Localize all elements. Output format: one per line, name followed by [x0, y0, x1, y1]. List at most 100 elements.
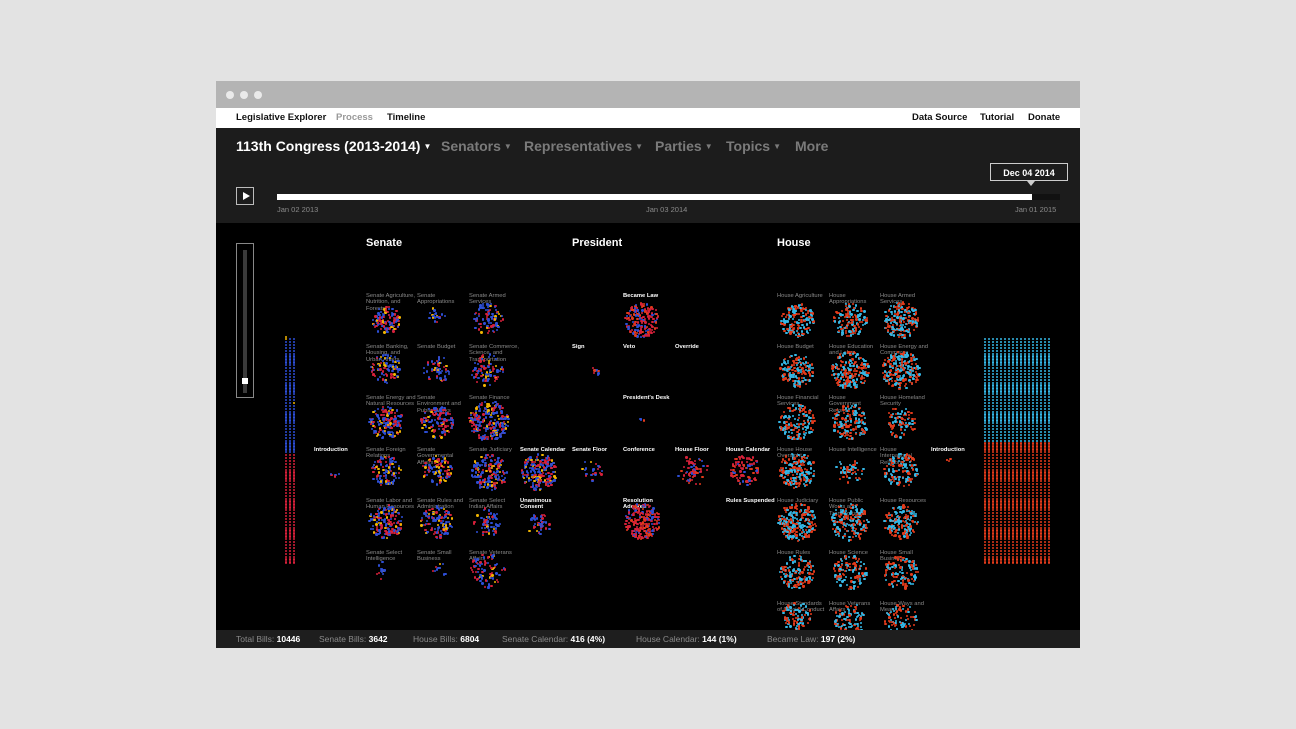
representatives-dropdown[interactable]: Representatives ▼ — [524, 138, 644, 154]
bill-dot — [640, 305, 643, 309]
bill-dot — [752, 471, 755, 475]
bill-dot — [495, 357, 498, 361]
nav-process[interactable]: Process — [336, 112, 373, 123]
bill-dot — [591, 479, 594, 482]
stage-label[interactable]: Senate Small Business — [417, 550, 452, 563]
bill-dot — [783, 410, 786, 414]
stage-label[interactable]: President's Desk — [623, 395, 670, 401]
nav-donate[interactable]: Donate — [1028, 112, 1061, 123]
stage-label[interactable]: House Rules — [777, 550, 811, 556]
window-close-dot[interactable] — [226, 91, 234, 99]
bill-dot — [911, 477, 914, 481]
zoom-slider[interactable] — [236, 243, 254, 398]
stage-label[interactable]: Senate Banking, Housing, and Urban Affai… — [366, 344, 409, 363]
stage-label[interactable]: House Small Business — [880, 550, 913, 563]
stage-label[interactable]: House Homeland Security — [880, 395, 925, 408]
stage-label[interactable]: House Intelligence — [829, 447, 877, 453]
stage-label[interactable]: House Resources — [880, 498, 927, 504]
bill-dot — [380, 511, 383, 514]
zoom-handle[interactable] — [242, 378, 248, 384]
bill-dot — [839, 471, 842, 474]
bill-dot — [487, 303, 490, 307]
stage-label[interactable]: Senate Energy and Natural Resources — [366, 395, 416, 408]
bill-dot — [386, 422, 389, 425]
window-maximize-dot[interactable] — [254, 91, 262, 99]
stage-label[interactable]: Senate Calendar — [520, 447, 566, 453]
stage-label[interactable]: Introduction — [931, 447, 965, 453]
stage-label[interactable]: Senate Judiciary — [469, 447, 512, 453]
stage-label[interactable]: Senate Armed Services — [469, 293, 506, 306]
topics-dropdown[interactable]: Topics ▼ — [726, 138, 781, 154]
bill-dot — [422, 367, 425, 370]
stage-label[interactable]: Senate Agriculture, Nutrition, and Fores… — [366, 293, 415, 312]
bill-dot — [492, 412, 495, 415]
bill-dot — [857, 534, 861, 537]
stage-label[interactable]: Conference — [623, 447, 655, 453]
bill-dot — [653, 522, 656, 526]
stage-label[interactable]: House Ways and Means — [880, 601, 924, 614]
timeline-slider[interactable] — [277, 194, 1060, 200]
stage-label[interactable]: Senate Select Intelligence — [366, 550, 403, 563]
bill-dot — [856, 323, 859, 326]
bill-dot — [505, 427, 508, 430]
bill-dot — [807, 479, 811, 482]
stage-label[interactable]: Rules Suspended — [726, 498, 775, 504]
stage-label[interactable]: House Judiciary — [777, 498, 819, 504]
bill-dot — [474, 471, 478, 474]
nav-tutorial[interactable]: Tutorial — [980, 112, 1015, 123]
stage-label[interactable]: House Budget — [777, 344, 814, 350]
bill-dot — [901, 466, 904, 470]
stage-label[interactable]: Unanimous Consent — [520, 498, 552, 511]
stage-label[interactable]: Became Law — [623, 293, 659, 299]
stage-label[interactable]: House Public Works and Transportation — [829, 498, 867, 517]
stage-label[interactable]: House Financial Services — [777, 395, 819, 408]
window-minimize-dot[interactable] — [240, 91, 248, 99]
bill-dot — [441, 313, 444, 316]
stage-label[interactable]: Senate Appropriations — [417, 293, 455, 306]
more-menu[interactable]: More — [795, 138, 829, 154]
stage-label[interactable]: House Education and Labor — [829, 344, 874, 357]
bill-dot — [389, 356, 392, 359]
bill-dot — [491, 314, 495, 318]
stage-label[interactable]: Introduction — [314, 447, 348, 453]
stage-label[interactable]: Senate Foreign Relations — [366, 447, 406, 460]
parties-dropdown[interactable]: Parties ▼ — [655, 138, 713, 154]
bill-dot — [384, 426, 387, 429]
bill-dot — [484, 377, 488, 380]
stage-label[interactable]: House House Oversight — [777, 447, 813, 460]
bill-dot — [793, 320, 796, 324]
stage-label[interactable]: House Science — [829, 550, 868, 556]
stage-label[interactable]: Senate Budget — [417, 344, 456, 350]
bill-dot — [687, 481, 690, 484]
congress-dropdown[interactable]: 113th Congress (2013-2014) ▼ — [236, 138, 432, 154]
stage-label[interactable]: House Veterans Affairs — [829, 601, 871, 614]
stage-label[interactable]: Senate Rules and Administration — [417, 498, 464, 510]
stage-label[interactable]: Senate Finance — [469, 395, 510, 401]
bill-dot — [480, 367, 483, 371]
stage-label[interactable]: House Floor — [675, 447, 709, 453]
stage-label[interactable]: Override — [675, 344, 699, 350]
nav-legislative-explorer[interactable]: Legislative Explorer — [236, 112, 327, 123]
bill-dot — [445, 527, 448, 530]
bill-dot — [847, 380, 850, 383]
stage-label[interactable]: Veto — [623, 344, 636, 350]
stage-label[interactable]: Senate Commerce, Science, and Transporta… — [469, 344, 519, 363]
stage-label[interactable]: House Agriculture — [777, 293, 823, 299]
stage-label[interactable]: House Appropriations — [829, 293, 866, 305]
bill-dot — [476, 461, 479, 465]
bill-dot — [389, 411, 392, 414]
nav-timeline[interactable]: Timeline — [387, 112, 426, 123]
stage-label[interactable]: Senate Select Indian Affairs — [469, 498, 506, 511]
stage-label[interactable]: House Calendar — [726, 447, 771, 453]
stage-label[interactable]: Sign — [572, 344, 585, 350]
bill-dot — [795, 361, 798, 364]
bill-dot — [658, 521, 661, 525]
stage-label[interactable]: Senate Floor — [572, 447, 608, 453]
stage-label[interactable]: House Armed Services — [880, 293, 916, 306]
senators-dropdown[interactable]: Senators ▼ — [441, 138, 512, 154]
timeline-start-label: Jan 02 2013 — [277, 205, 319, 214]
bill-dot — [813, 419, 816, 423]
bill-dot — [787, 469, 790, 473]
nav-data-source[interactable]: Data Source — [912, 112, 968, 123]
play-button[interactable] — [236, 187, 254, 205]
